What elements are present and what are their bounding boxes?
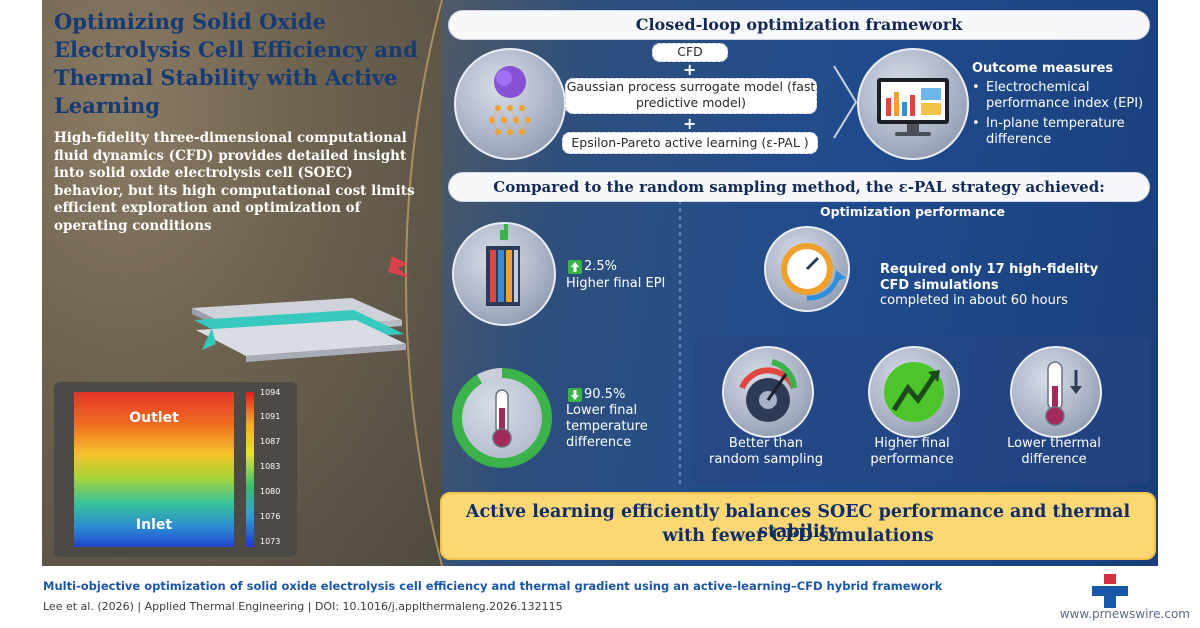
epal-box: Epsilon-Pareto active learning (ε-PAL )	[562, 132, 818, 154]
caption-title: Multi-objective optimization of solid ox…	[43, 579, 943, 593]
speedometer-gear-icon	[722, 346, 814, 438]
thermometer-down-icon	[1010, 346, 1102, 438]
outcome-title: Outcome measures	[972, 61, 1114, 76]
outcome-item: •	[972, 116, 980, 131]
temp-label: Lower final temperature difference	[566, 403, 648, 450]
gp-model-box: Gaussian process surrogate model (fast p…	[565, 78, 817, 114]
comparison-header: Compared to the random sampling method, …	[448, 172, 1150, 202]
ai-network-icon	[454, 48, 566, 160]
arrow-up-icon	[568, 260, 582, 274]
soec-cell-icon	[192, 256, 410, 362]
heatmap-field: Outlet Inlet	[74, 392, 234, 547]
scale-tick: 1087	[260, 437, 281, 446]
outcome-item-temp: In-plane temperature difference	[986, 116, 1125, 147]
stack-epi-icon	[452, 222, 556, 326]
conclusion-card: Active learning efficiently balances SOE…	[440, 492, 1156, 560]
epi-value: 2.5%	[584, 259, 618, 274]
plus-sign: +	[683, 60, 697, 79]
simulation-count: Required only 17 high-fidelity CFD simul…	[880, 262, 1099, 293]
benefit-better-sampling: Better than random sampling	[709, 436, 823, 467]
intro-text: High-fidelity three-dimensional computat…	[54, 130, 415, 234]
benefit-lower-thermal: Lower thermal difference	[1007, 436, 1101, 467]
scale-tick: 1073	[260, 537, 281, 546]
infographic-poster: Optimizing Solid Oxide Electrolysis Cell…	[42, 0, 1158, 566]
decorative-curve	[405, 0, 681, 566]
arrow-down-icon	[568, 388, 582, 402]
plus-sign: +	[683, 114, 697, 133]
cfd-box: CFD	[652, 43, 728, 62]
benefit-higher-performance: Higher final performance	[870, 436, 954, 467]
outlet-label: Outlet	[129, 410, 179, 426]
scale-tick: 1080	[260, 487, 281, 496]
outcome-item-epi: Electrochemical performance index (EPI)	[986, 80, 1144, 111]
source-watermark: www.prnewswire.com	[1059, 607, 1190, 621]
chevron-right-icon	[833, 65, 858, 139]
heatmap-panel: Outlet Inlet 1094 1091 1087 1083 1080 10…	[54, 382, 297, 557]
scale-tick: 1094	[260, 388, 281, 397]
growth-arrow-icon	[868, 346, 960, 438]
thermometer-icon	[452, 368, 552, 468]
monitor-icon	[857, 48, 969, 160]
outcome-item: •	[972, 80, 980, 95]
publisher-logo	[1092, 574, 1128, 608]
temp-value: 90.5%	[584, 387, 626, 402]
conclusion-line-2: with fewer CFD simulations	[662, 526, 934, 546]
color-scale-ticks: 1094 1091 1087 1083 1080 1076 1073	[260, 388, 294, 548]
stopwatch-icon	[764, 226, 850, 312]
scale-tick: 1083	[260, 462, 281, 471]
scale-tick: 1076	[260, 512, 281, 521]
simulation-time: completed in about 60 hours	[880, 293, 1068, 308]
epi-label: Higher final EPI	[566, 276, 666, 291]
conclusion-line-1: Active learning efficiently balances SOE…	[465, 502, 1131, 542]
citation: Lee et al. (2026) | Applied Thermal Engi…	[43, 600, 563, 613]
optimization-title: Optimization performance	[820, 204, 1005, 219]
color-scale-bar	[246, 392, 254, 547]
framework-header: Closed-loop optimization framework	[448, 10, 1150, 40]
poster-title: Optimizing Solid Oxide Electrolysis Cell…	[54, 9, 418, 118]
scale-tick: 1091	[260, 412, 281, 421]
inlet-label: Inlet	[135, 517, 173, 533]
